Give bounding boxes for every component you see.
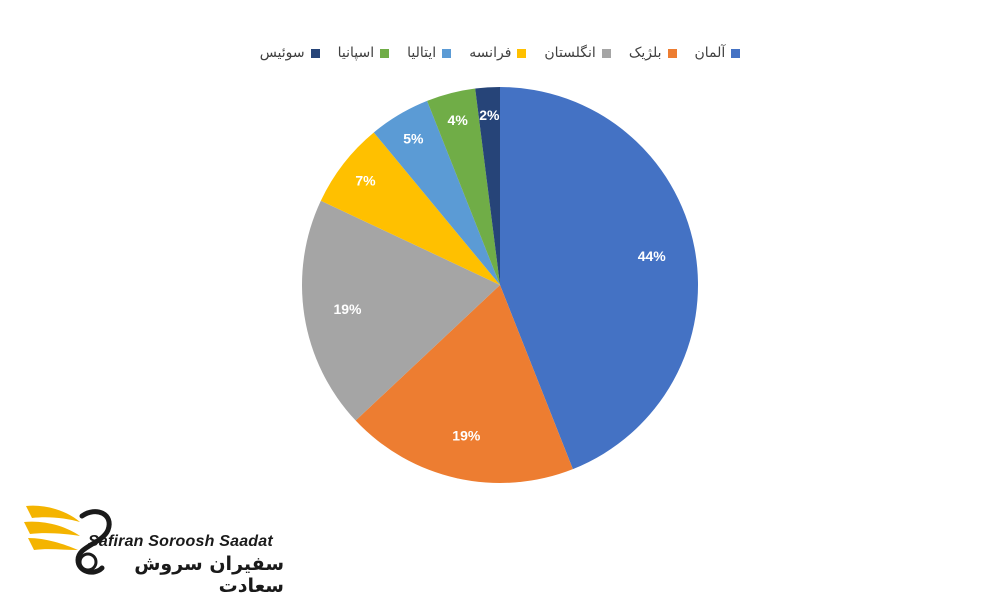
pie-slice [373, 100, 500, 285]
legend-item: ایتالیا [407, 45, 452, 61]
legend-item: اسپانیا [338, 45, 390, 61]
slice-value-label: 5% [403, 130, 424, 146]
legend-item: سوئیس [260, 45, 320, 61]
brand-name-persian: سفیران سروش سعادت [134, 553, 284, 597]
legend-swatch [310, 48, 320, 58]
pie-slices [302, 87, 698, 483]
slice-value-label: 7% [355, 173, 376, 189]
legend-swatch [731, 48, 741, 58]
legend-label: ایتالیا [407, 45, 437, 61]
legend-label: بلژیک [628, 45, 662, 61]
legend-label: اسپانیا [337, 45, 375, 61]
legend-item: آلمان [695, 45, 741, 61]
legend-label: انگلستان [544, 45, 596, 61]
pie-slice [355, 285, 573, 483]
brand-name-english: Safiran Soroosh Saadat [88, 533, 273, 550]
legend-swatch [667, 48, 677, 58]
legend-swatch [380, 48, 390, 58]
legend-label: آلمان [694, 45, 726, 61]
legend-item: بلژیک [629, 45, 677, 61]
legend-swatch [442, 48, 452, 58]
legend-label: فرانسه [469, 45, 512, 61]
legend-swatch [517, 48, 527, 58]
pie-value-labels: 44% 19% 19% 7% 5% 4% 2% [333, 107, 666, 444]
chart-legend: آلمان بلژیک انگلستان فرانسه ایتالیا اسپانیا سو… [0, 45, 1000, 61]
pie-slice [320, 132, 500, 285]
legend-swatch [601, 48, 611, 58]
slice-value-label: 19% [333, 301, 362, 317]
legend-item: انگلستان [544, 45, 611, 61]
slice-value-label: 44% [638, 248, 667, 264]
wing-icon [24, 505, 112, 575]
pie-slice [500, 87, 698, 470]
pie-slice [475, 87, 500, 285]
pie-slice [427, 88, 500, 286]
slice-value-label: 2% [479, 107, 500, 123]
pie-slice [302, 200, 500, 421]
slice-value-label: 4% [448, 112, 469, 128]
legend-item: فرانسه [469, 45, 527, 61]
brand-logo [24, 505, 112, 575]
slice-value-label: 19% [452, 428, 481, 444]
legend-label: سوئیس [259, 45, 305, 61]
